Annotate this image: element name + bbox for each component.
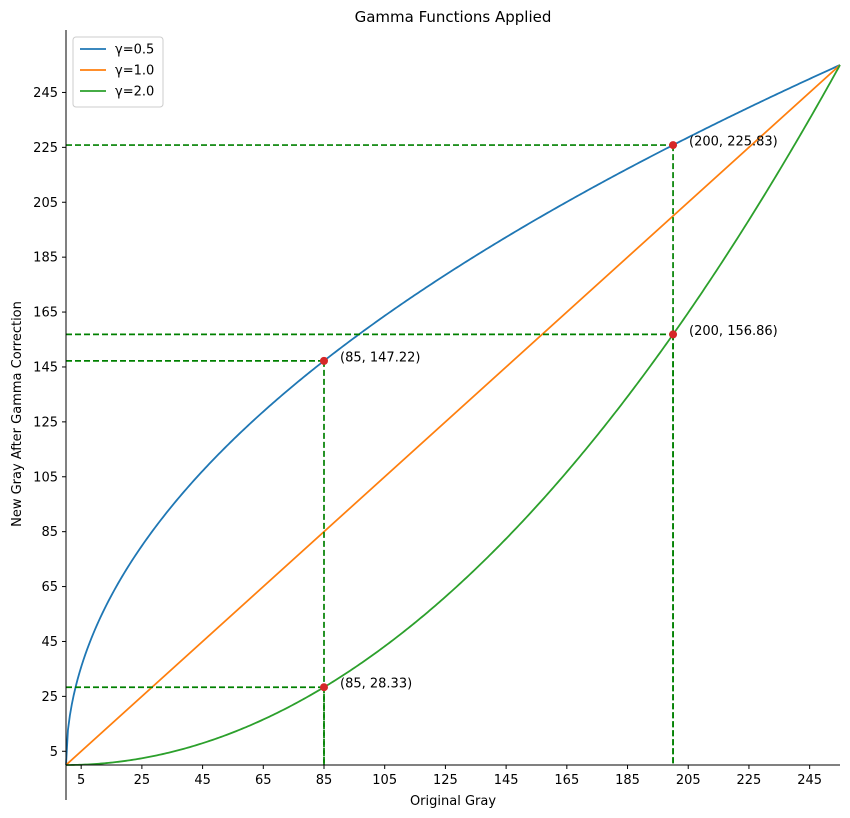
highlight-point — [669, 330, 678, 339]
y-axis-ticks: 5 25 45 65 85 105 125 145 165 185 205 225 245 — [33, 86, 66, 760]
plot-area: (200, 225.83) (200, 156.86) (85, 147.22) (8… — [65, 64, 841, 766]
y-tick-label: 25 — [41, 690, 58, 705]
point-annotation: (85, 147.22) — [340, 350, 420, 365]
series-line-gamma-0-5 — [65, 64, 841, 766]
x-axis-label: Original Gray — [410, 794, 496, 809]
x-tick-label: 225 — [737, 773, 762, 788]
y-tick-label: 165 — [33, 306, 58, 321]
x-tick-label: 85 — [316, 773, 333, 788]
y-tick-label: 185 — [33, 251, 58, 266]
legend: γ=0.5 γ=1.0 γ=2.0 — [72, 36, 164, 108]
x-tick-label: 5 — [77, 773, 85, 788]
x-tick-label: 105 — [372, 773, 397, 788]
point-annotation: (85, 28.33) — [340, 677, 412, 692]
y-tick-label: 105 — [33, 470, 58, 485]
x-tick-label: 245 — [797, 773, 822, 788]
x-tick-label: 125 — [433, 773, 458, 788]
point-annotation: (200, 156.86) — [689, 324, 778, 339]
y-tick-label: 125 — [33, 415, 58, 430]
point-annotation: (200, 225.83) — [689, 135, 778, 150]
chart-title: Gamma Functions Applied — [355, 8, 552, 26]
highlight-point — [669, 141, 678, 150]
series-line-gamma-1 — [65, 64, 841, 766]
highlight-point — [320, 683, 328, 692]
y-axis-label: New Gray After Gamma Correction — [10, 301, 25, 527]
legend-label: γ=1.0 — [115, 64, 154, 79]
x-tick-label: 165 — [554, 773, 579, 788]
legend-label: γ=2.0 — [115, 85, 154, 100]
x-tick-label: 25 — [134, 773, 151, 788]
x-tick-label: 45 — [194, 773, 211, 788]
y-tick-label: 245 — [33, 86, 58, 101]
legend-label: γ=0.5 — [115, 43, 154, 58]
x-tick-label: 205 — [676, 773, 701, 788]
x-axis-ticks: 5 25 45 65 85 105 125 145 165 185 205 225 245 — [77, 765, 822, 788]
series-line-gamma-2 — [66, 64, 841, 766]
legend-box — [72, 36, 164, 108]
highlight-point — [320, 356, 328, 365]
x-tick-label: 65 — [255, 773, 272, 788]
y-tick-label: 205 — [33, 196, 58, 211]
x-tick-label: 145 — [494, 773, 519, 788]
y-tick-label: 85 — [41, 525, 58, 540]
y-tick-label: 145 — [33, 360, 58, 375]
y-tick-label: 65 — [41, 580, 58, 595]
x-tick-label: 185 — [615, 773, 640, 788]
y-tick-label: 45 — [41, 635, 58, 650]
y-tick-label: 225 — [33, 141, 58, 156]
y-tick-label: 5 — [50, 745, 58, 760]
